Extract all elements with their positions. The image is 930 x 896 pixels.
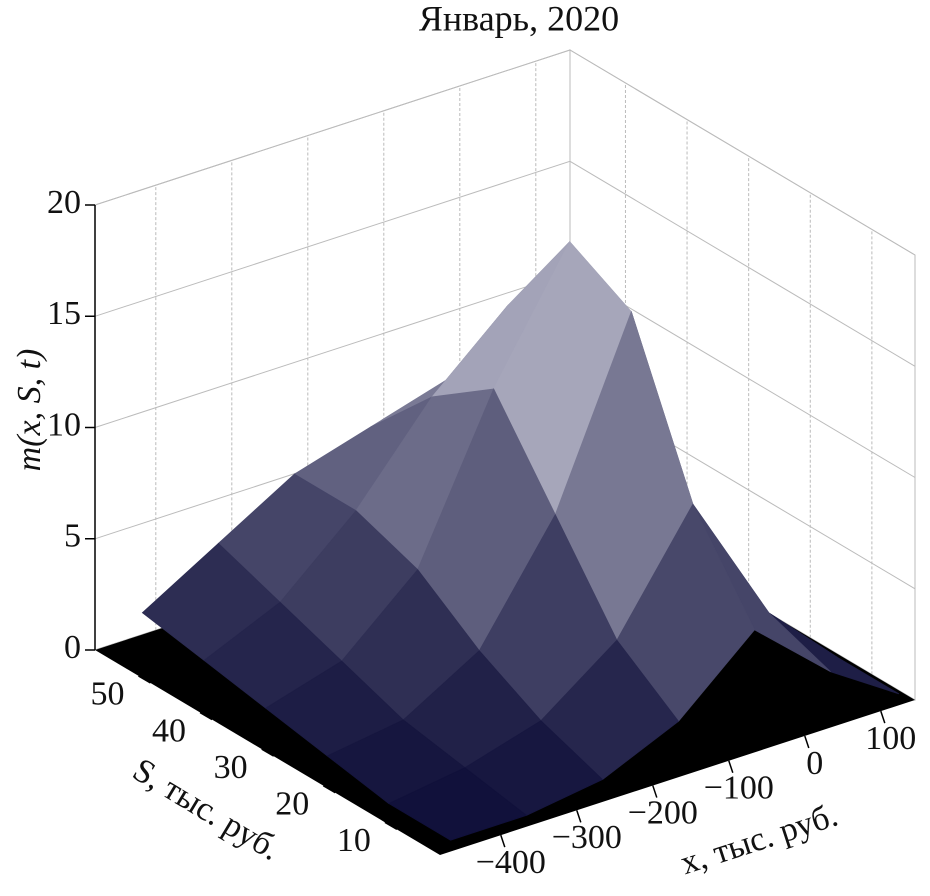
tick-mark: [652, 785, 658, 798]
tick-mark: [138, 675, 151, 684]
tick-mark: [804, 735, 810, 749]
tick-mark: [576, 810, 582, 823]
s-tick-label: 30: [214, 749, 248, 786]
z-tick-label: 10: [47, 406, 81, 443]
tick-mark: [384, 821, 398, 831]
z-tick-label: 5: [64, 518, 81, 555]
z-tick-label: 0: [64, 629, 81, 666]
x-axis-label: x, тыс. руб.: [676, 797, 842, 882]
tick-mark: [322, 785, 336, 794]
tick-mark: [728, 760, 734, 773]
s-tick-label: 40: [152, 712, 186, 749]
s-tick-label: 10: [337, 822, 371, 859]
z-tick-label: 20: [47, 184, 81, 221]
x-tick-label: −400: [476, 844, 546, 881]
s-tick-label: 20: [275, 786, 309, 823]
s-axis-label: S, тыс. руб.: [126, 751, 286, 867]
tick-mark: [880, 710, 886, 724]
grid-line: [94, 160, 916, 367]
x-tick-label: 100: [865, 720, 916, 757]
tick-mark: [500, 834, 506, 848]
s-tick-label: 50: [90, 676, 124, 713]
surface-cell: [388, 767, 528, 841]
x-tick-label: −300: [552, 819, 622, 856]
surface: [141, 241, 900, 841]
x-tick-label: 0: [806, 745, 823, 782]
z-tick-label: 15: [47, 295, 81, 332]
tick-mark: [199, 711, 213, 721]
x-tick-label: −100: [704, 770, 774, 807]
chart-title: Январь, 2020: [419, 0, 619, 38]
tick-mark: [261, 748, 275, 757]
z-axis-label: m(x, S, t): [11, 349, 48, 472]
x-tick-label: −200: [628, 794, 698, 831]
grid-line: [94, 49, 916, 256]
